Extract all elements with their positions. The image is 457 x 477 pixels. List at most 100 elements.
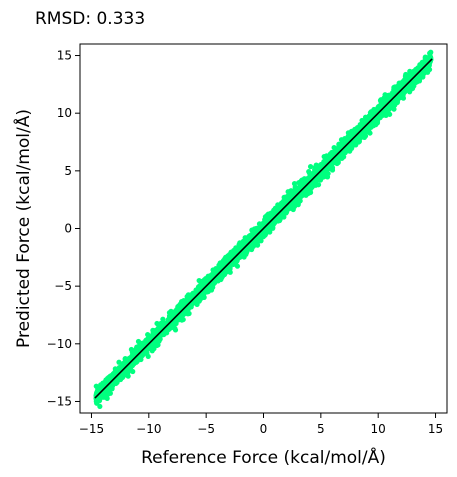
scatter-point-dense [408, 86, 414, 92]
scatter-point-dense [270, 225, 276, 231]
x-tick-label: 5 [317, 422, 325, 436]
scatter-point [165, 316, 171, 323]
scatter-point [306, 190, 312, 196]
scatter-point [376, 103, 382, 109]
scatter-point-dense [425, 69, 431, 75]
scatter-point-dense [331, 145, 337, 151]
scatter-point-dense [391, 106, 397, 112]
scatter-point [243, 248, 249, 255]
reference-line [94, 58, 433, 399]
scatter-point-dense [96, 397, 102, 403]
scatter-point [110, 371, 116, 377]
scatter-point-dense [306, 168, 312, 175]
scatter-point [382, 92, 388, 98]
scatter-point [170, 322, 176, 328]
scatter-point [367, 112, 373, 119]
scatter-point [239, 243, 245, 249]
scatter-point [166, 310, 173, 316]
scatter-point [345, 130, 351, 136]
scatter-point [252, 239, 259, 245]
scatter-point-dense [367, 130, 373, 136]
scatter-point-dense [298, 181, 304, 187]
scatter-point [206, 284, 213, 290]
scatter-point [323, 153, 330, 159]
scatter-point [408, 82, 415, 89]
scatter-point [291, 203, 298, 210]
y-tick-label: 0 [64, 222, 72, 236]
scatter-point [116, 359, 122, 365]
scatter-point [321, 159, 327, 165]
scatter-point-dense [277, 217, 283, 224]
scatter-point-dense [201, 287, 207, 293]
scatter-point [390, 101, 396, 107]
scatter-point [403, 73, 409, 79]
scatter-point-dense [349, 138, 355, 144]
scatter-point [307, 184, 314, 190]
y-tick-label: −15 [47, 394, 72, 408]
scatter-point-dense [241, 254, 247, 260]
scatter-point [294, 186, 300, 192]
scatter-point-dense [160, 316, 166, 322]
scatter-point [242, 235, 248, 241]
scatter-point-dense [154, 320, 160, 327]
scatter-point [223, 254, 229, 260]
scatter-point [156, 325, 162, 331]
scatter-point [145, 331, 151, 338]
x-tick-label: −15 [79, 422, 104, 436]
scatter-point-dense [216, 262, 222, 268]
scatter-point [130, 368, 136, 375]
scatter-point [280, 212, 286, 218]
scatter-point-dense [150, 331, 157, 338]
scatter-point-dense [252, 229, 258, 235]
scatter-point [138, 343, 144, 349]
scatter-point-dense [391, 89, 397, 96]
scatter-point [330, 149, 337, 155]
reference-line-layer [94, 58, 433, 399]
scatter-point [142, 350, 148, 356]
y-tick-label: −5 [54, 279, 72, 293]
y-axis-ticks: −15 −10 −5 0 5 10 15 [47, 49, 80, 408]
scatter-point [356, 139, 362, 145]
x-tick-label: 10 [371, 422, 386, 436]
scatter-point [125, 373, 131, 379]
scatter-point [185, 311, 191, 317]
scatter-point [303, 177, 309, 183]
scatter-point [248, 232, 254, 239]
scatter-point-dense [97, 403, 103, 410]
scatter-point-dense [266, 224, 272, 231]
x-tick-label: 0 [260, 422, 268, 436]
scatter-point [102, 380, 108, 386]
scatter-point-dense [336, 146, 342, 152]
y-tick-label: 15 [57, 49, 72, 63]
scatter-point [418, 73, 424, 79]
scatter-point [329, 167, 335, 173]
scatter-point [135, 338, 142, 345]
scatter-point [377, 97, 384, 104]
scatter-point-dense [341, 154, 347, 160]
scatter-point [129, 353, 135, 360]
scatter-point [109, 386, 115, 392]
scatter-point [297, 198, 303, 204]
scatter-point [197, 295, 204, 301]
x-axis-ticks: −15 −10 −5 0 5 10 15 [79, 413, 443, 436]
chart-title: RMSD: 0.333 [35, 9, 145, 29]
scatter-point [227, 269, 233, 275]
scatter-point [413, 66, 419, 72]
scatter-point [161, 331, 167, 338]
scatter-point [180, 316, 186, 323]
scatter-point [362, 129, 369, 135]
scatter-point [422, 57, 428, 63]
scatter-point [174, 306, 181, 312]
x-tick-label: −10 [136, 422, 161, 436]
y-tick-label: −10 [47, 337, 72, 351]
scatter-point [281, 194, 287, 200]
scatter-point [265, 229, 271, 235]
scatter-point [216, 276, 222, 282]
scatter-point [115, 376, 121, 383]
scatter-point [381, 110, 387, 116]
scatter-point [202, 278, 208, 285]
scatter-point-dense [196, 277, 202, 284]
y-tick-label: 5 [64, 164, 72, 178]
scatter-point [338, 137, 345, 143]
